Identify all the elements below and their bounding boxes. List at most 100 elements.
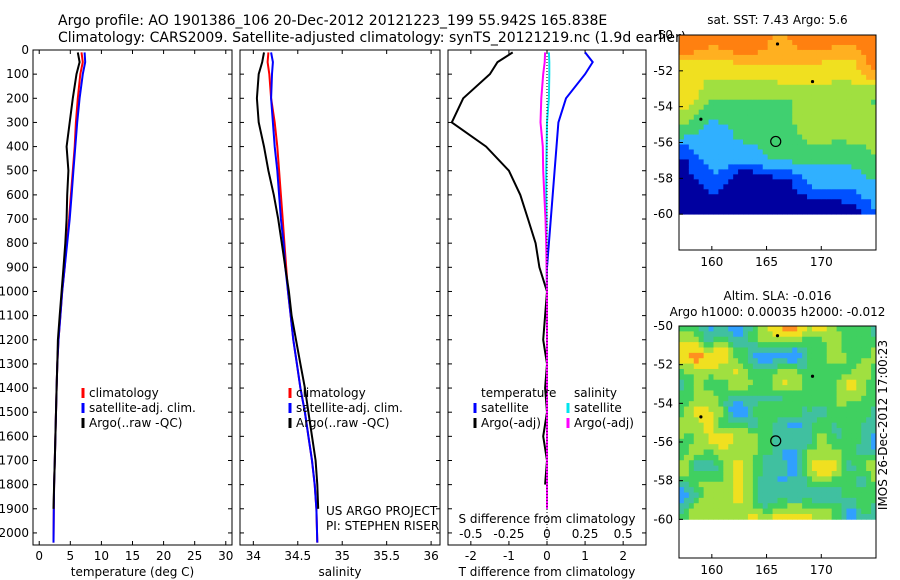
- map-cell: [693, 169, 700, 175]
- map-cell: [728, 401, 734, 407]
- map-cell: [821, 159, 828, 165]
- map-cell: [743, 144, 749, 150]
- map-cell: [782, 119, 788, 125]
- map-cell: [792, 428, 798, 434]
- map-cell: [772, 109, 778, 116]
- map-cell: [752, 503, 759, 509]
- map-cell: [856, 189, 862, 195]
- map-cell: [747, 342, 754, 348]
- map-cell: [797, 347, 803, 354]
- map-cell: [718, 84, 724, 91]
- map-cell: [733, 54, 739, 61]
- map-cell: [846, 69, 852, 76]
- map-cell: [713, 454, 719, 461]
- map-cell: [767, 54, 773, 61]
- map-cell: [851, 69, 857, 76]
- map-cell: [831, 44, 837, 51]
- depth-tick-label: 600: [6, 188, 29, 202]
- map-cell: [767, 99, 773, 106]
- map-cell: [683, 406, 690, 413]
- map-cell: [733, 411, 739, 418]
- map-cell: [811, 59, 818, 66]
- map-cell: [821, 89, 828, 96]
- map-cell: [841, 129, 847, 135]
- map-cell: [767, 347, 773, 354]
- map-cell: [723, 438, 729, 445]
- map-cell: [787, 385, 793, 391]
- map-cell: [747, 465, 754, 472]
- map-cell: [679, 331, 685, 338]
- map-cell: [846, 336, 852, 343]
- map-cell: [821, 465, 828, 472]
- map-cell: [772, 104, 778, 111]
- map-cell: [861, 433, 867, 440]
- map-cell: [713, 476, 719, 483]
- map-cell: [821, 104, 828, 111]
- map-cell: [762, 64, 769, 71]
- map-cell: [851, 433, 857, 440]
- map-cell: [856, 513, 862, 520]
- map-cell: [747, 433, 754, 440]
- map-cell: [718, 89, 724, 96]
- map-cell: [787, 209, 793, 215]
- map-cell: [762, 336, 769, 343]
- map-cell: [693, 35, 700, 41]
- map-cell: [752, 49, 759, 56]
- map-cell: [856, 139, 862, 145]
- map-cell: [762, 169, 769, 175]
- map-cell: [831, 401, 837, 407]
- map-cell: [703, 471, 709, 477]
- map-cell: [762, 471, 769, 477]
- map-cell: [767, 59, 773, 66]
- map-cell: [851, 49, 857, 56]
- map-cell: [772, 352, 778, 359]
- map-cell: [772, 44, 778, 51]
- map-cell: [733, 204, 739, 210]
- map-cell: [713, 326, 719, 332]
- series-line-satellite-adj-clim-: [270, 52, 319, 543]
- map-cell: [747, 124, 754, 130]
- map-cell: [836, 74, 842, 81]
- map-cell: [792, 114, 798, 121]
- map-cell: [762, 209, 769, 215]
- island-dot: [810, 79, 815, 84]
- map-cell: [752, 114, 759, 121]
- map-cell: [871, 379, 877, 386]
- map-cell: [747, 503, 754, 509]
- map-cell: [738, 69, 744, 76]
- map-cell: [831, 74, 837, 81]
- map-cell: [826, 487, 833, 493]
- map-cell: [767, 352, 773, 359]
- map-cell: [767, 368, 773, 375]
- map-cell: [816, 159, 823, 165]
- map-cell: [871, 174, 877, 180]
- map-cell: [683, 471, 690, 477]
- map-cell: [777, 422, 783, 429]
- map-cell: [856, 471, 862, 477]
- panel2-xtick-label: 2: [619, 549, 627, 563]
- map-cell: [866, 390, 872, 397]
- map-cell: [703, 508, 709, 515]
- map-cell: [826, 154, 833, 160]
- map-cell: [698, 449, 705, 456]
- panel1-xtick-label: 35.5: [373, 549, 400, 563]
- map-cell: [688, 497, 695, 504]
- map-cell: [816, 508, 823, 515]
- map-cell: [841, 124, 847, 130]
- map-cell: [861, 99, 867, 106]
- map-cell: [816, 358, 823, 364]
- map-cell: [841, 385, 847, 391]
- map-cell: [688, 428, 695, 434]
- map-cell: [688, 513, 695, 520]
- map-cell: [767, 119, 773, 125]
- map-cell: [861, 363, 867, 370]
- map-cell: [683, 199, 690, 205]
- map-cell: [752, 179, 759, 185]
- map-cell: [713, 35, 719, 41]
- map-cell: [743, 336, 749, 343]
- map-cell: [733, 154, 739, 160]
- map-cell: [821, 194, 828, 200]
- map-cell: [831, 385, 837, 391]
- map-cell: [738, 444, 744, 450]
- map-cell: [782, 428, 788, 434]
